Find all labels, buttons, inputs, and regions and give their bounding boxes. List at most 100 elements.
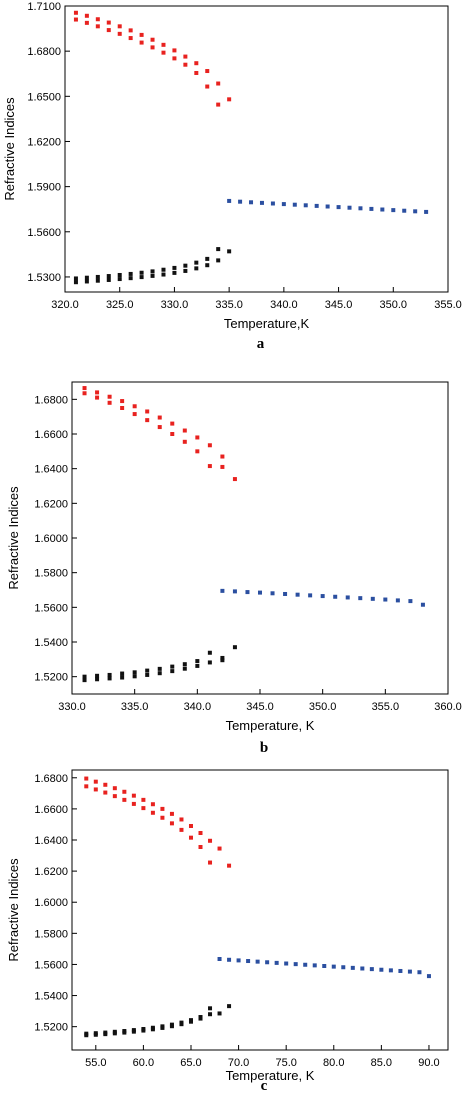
data-point [106, 277, 111, 282]
data-point [259, 200, 264, 205]
data-point [182, 666, 187, 671]
data-point [217, 957, 222, 961]
data-point [246, 959, 251, 964]
data-point [117, 277, 122, 282]
x-tick-label: 360.0 [434, 701, 462, 713]
data-point [150, 802, 155, 807]
data-point [103, 1032, 108, 1037]
data-point [208, 860, 213, 865]
panel-label: a [257, 336, 265, 352]
data-point [170, 669, 175, 674]
data-point [112, 786, 117, 791]
y-tick-label: 1.5400 [34, 991, 68, 1003]
data-point [84, 776, 89, 781]
data-point [424, 209, 429, 214]
data-point [95, 395, 100, 400]
data-point [131, 793, 136, 798]
data-point [93, 787, 98, 792]
data-point [413, 209, 418, 214]
x-tick-label: 335.0 [215, 299, 243, 311]
data-point [312, 963, 317, 968]
data-point [207, 464, 212, 469]
data-point [420, 602, 425, 607]
x-tick-label: 345.0 [246, 701, 274, 713]
data-point [426, 974, 431, 979]
data-point [73, 276, 78, 281]
x-tick-label: 90.0 [418, 1057, 439, 1069]
y-tick-label: 1.5200 [34, 672, 68, 684]
data-point [117, 272, 122, 277]
y-tick-label: 1.5600 [34, 602, 68, 614]
chart-panel-c: 55.0 60.0 65.0 70.0 75.0 80.0 85.0 90.0 1.5200 1.… [6, 769, 449, 1094]
x-tick-label: 65.0 [180, 1057, 201, 1069]
x-axis-label: Temperature,K [224, 316, 310, 331]
y-axis-label: Refractive Indices [6, 858, 21, 962]
x-tick-label: 345.0 [325, 299, 353, 311]
data-point [145, 418, 150, 423]
data-point [341, 965, 346, 970]
data-point [358, 206, 363, 211]
x-tick-label: 80.0 [323, 1057, 344, 1069]
data-point [194, 266, 199, 271]
data-point [84, 20, 89, 25]
data-point [292, 202, 297, 207]
data-point [220, 655, 225, 660]
data-point [270, 201, 275, 206]
data-point [120, 671, 125, 676]
data-point [402, 208, 407, 213]
data-point [150, 273, 155, 278]
data-point [232, 645, 237, 650]
data-point [195, 659, 200, 664]
y-tick-label: 1.5600 [27, 227, 61, 239]
data-point [183, 62, 188, 67]
data-point [95, 24, 100, 29]
data-point [360, 966, 365, 971]
data-point [232, 589, 237, 594]
data-point [395, 598, 400, 603]
data-point [179, 1022, 184, 1027]
data-point [132, 674, 137, 679]
y-tick-label: 1.6600 [34, 429, 68, 441]
data-point [293, 962, 298, 967]
data-point [106, 20, 111, 25]
data-point [258, 590, 262, 595]
data-point [284, 961, 289, 966]
data-point [132, 670, 137, 675]
data-point [169, 821, 174, 826]
data-point [141, 1028, 146, 1033]
data-point [194, 61, 199, 66]
data-point [172, 270, 177, 275]
x-axis-label: Temperature, K [226, 1068, 315, 1083]
data-point [370, 596, 375, 601]
data-point [160, 815, 165, 820]
data-point [103, 782, 108, 787]
panel-label: c [261, 1078, 268, 1094]
data-point [107, 676, 112, 681]
data-point [303, 962, 308, 967]
data-point [217, 846, 222, 851]
data-point [188, 1019, 193, 1024]
data-point [106, 274, 111, 279]
data-point [150, 1027, 155, 1032]
data-point [161, 50, 166, 55]
data-point [265, 960, 270, 965]
data-point [132, 412, 137, 417]
data-point [93, 779, 98, 784]
y-tick-label: 1.5800 [34, 568, 68, 580]
y-tick-label: 1.6200 [27, 136, 61, 148]
data-point [95, 278, 100, 283]
y-tick-label: 1.5400 [34, 637, 68, 649]
data-point [139, 40, 144, 45]
data-point [322, 964, 327, 968]
data-point [325, 204, 330, 209]
y-tick-label: 1.6500 [27, 91, 61, 103]
data-point [369, 967, 374, 972]
data-point [227, 97, 232, 102]
data-point [73, 17, 78, 22]
data-point [150, 810, 155, 815]
x-tick-label: 330.0 [161, 299, 189, 311]
plot-frame [71, 769, 449, 1051]
data-point [145, 409, 150, 414]
data-point [232, 477, 237, 482]
data-point [295, 592, 300, 597]
